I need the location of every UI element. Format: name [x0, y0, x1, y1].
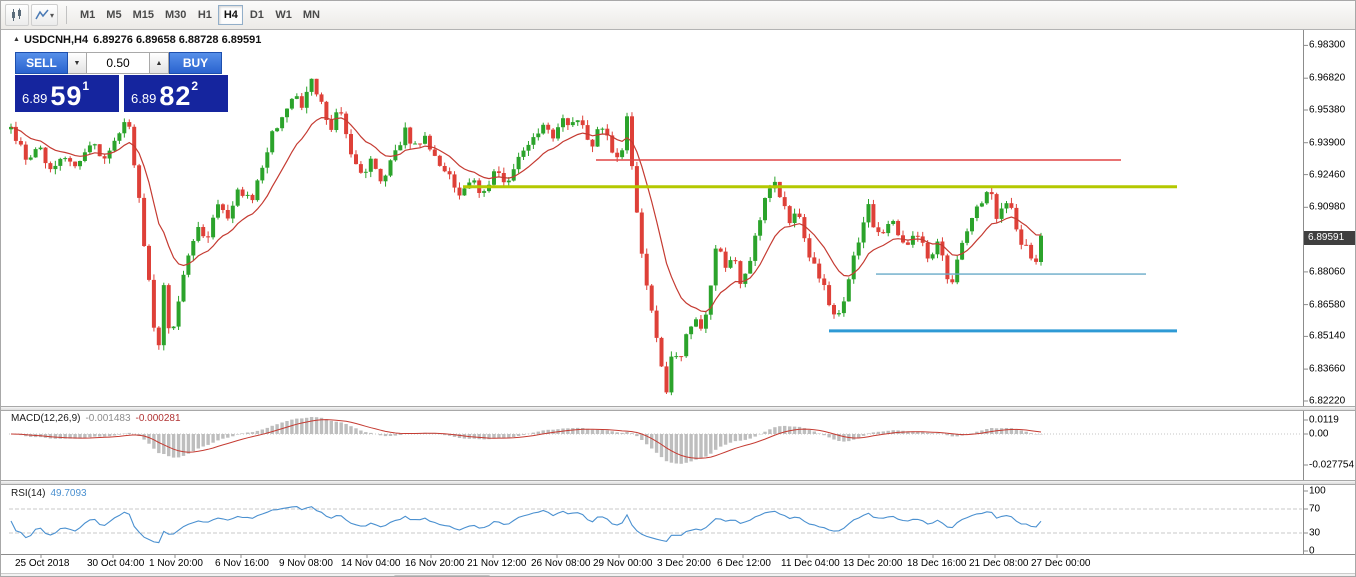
price-axis-label: 6.96820: [1309, 72, 1346, 84]
price-axis-label: 6.85140: [1309, 330, 1346, 342]
volume-decrease-button[interactable]: ▼: [68, 52, 87, 74]
price-axis-label: 6.93900: [1309, 137, 1346, 149]
time-axis-label: 18 Dec 16:00: [907, 558, 967, 569]
time-axis-label: 13 Dec 20:00: [843, 558, 903, 569]
down-arrow-icon: ▼: [73, 59, 81, 67]
price-axis-label: 6.90980: [1309, 201, 1346, 213]
current-price-badge: 6.89591: [1304, 231, 1355, 245]
rsi-pane-splitter[interactable]: [1, 480, 1355, 485]
time-axis-label: 9 Nov 08:00: [279, 558, 333, 569]
macd-name: MACD(12,26,9): [11, 413, 81, 424]
dropdown-arrow-icon: ▾: [50, 10, 55, 20]
timeframe-button-h1[interactable]: H1: [192, 5, 217, 25]
up-arrow-icon: ▲: [155, 59, 163, 67]
buy-price-base: 6.89: [131, 91, 157, 106]
price-axis-separator: [1303, 30, 1304, 554]
price-axis-label: 6.88060: [1309, 266, 1346, 278]
sell-price-pips: 59: [50, 81, 83, 111]
price-axis-label: 6.83660: [1309, 363, 1346, 375]
macd-axis-label: 0.0119: [1309, 414, 1339, 426]
macd-axis-label: -0.027754: [1309, 459, 1355, 471]
macd-plot-area[interactable]: [9, 411, 1303, 480]
time-axis-label: 21 Nov 12:00: [467, 558, 527, 569]
macd-axis-label: 0.00: [1309, 428, 1329, 440]
time-axis-label: 27 Dec 00:00: [1031, 558, 1091, 569]
one-click-trade-panel: SELL ▼ 0.50 ▲ BUY: [15, 52, 222, 74]
buy-button[interactable]: BUY: [169, 52, 222, 74]
price-axis-label: 6.95380: [1309, 104, 1346, 116]
price-axis-label: 6.82220: [1309, 395, 1346, 407]
toolbar-separator: [66, 6, 68, 24]
time-axis-label: 30 Oct 04:00: [87, 558, 145, 569]
chart-ohlc-values: 6.89276 6.89658 6.88728 6.89591: [93, 34, 262, 46]
rsi-label: RSI(14) 49.7093: [11, 488, 87, 499]
time-axis-label: 14 Nov 04:00: [341, 558, 401, 569]
time-axis-label: 6 Dec 12:00: [717, 558, 771, 569]
timeframe-button-h4[interactable]: H4: [218, 5, 244, 25]
sell-price-display[interactable]: 6.89 59 1: [15, 75, 119, 112]
volume-increase-button[interactable]: ▲: [150, 52, 169, 74]
time-axis-separator: [1, 554, 1355, 555]
scrollbar-thumb[interactable]: [394, 575, 490, 576]
sell-price-base: 6.89: [22, 91, 48, 106]
chart-symbol: USDCNH,H4: [23, 34, 89, 46]
chart-toolbar: ▾ M1 M5 M15 M30 H1 H4 D1 W1 MN: [1, 1, 1355, 30]
time-axis-label: 16 Nov 20:00: [405, 558, 465, 569]
rsi-axis-label: 100: [1309, 485, 1326, 497]
chart-tools-dropdown-button[interactable]: ▾: [31, 4, 59, 26]
buy-price-pips: 82: [159, 81, 192, 111]
macd-signal-value: -0.000281: [135, 413, 181, 424]
price-axis-label: 6.92460: [1309, 169, 1346, 181]
rsi-axis-label: 70: [1309, 503, 1321, 515]
time-axis-label: 29 Nov 00:00: [593, 558, 653, 569]
time-axis-label: 21 Dec 08:00: [969, 558, 1029, 569]
price-axis-label: 6.98300: [1309, 39, 1346, 51]
timeframe-button-d1[interactable]: D1: [244, 5, 269, 25]
timeframe-group: M1 M5 M15 M30 H1 H4 D1 W1 MN: [75, 5, 325, 25]
bottom-scrollbar: [1, 573, 1355, 576]
timeframe-button-m30[interactable]: M30: [160, 5, 191, 25]
timeframe-button-mn[interactable]: MN: [298, 5, 325, 25]
volume-input[interactable]: 0.50: [87, 52, 150, 74]
macd-label: MACD(12,26,9) -0.001483 -0.000281: [11, 413, 181, 424]
timeframe-button-m15[interactable]: M15: [128, 5, 159, 25]
time-axis-label: 6 Nov 16:00: [215, 558, 269, 569]
macd-main-value: -0.001483: [85, 413, 131, 424]
timeframe-button-m5[interactable]: M5: [101, 5, 126, 25]
time-axis-label: 3 Dec 20:00: [657, 558, 711, 569]
timeframe-button-w1[interactable]: W1: [270, 5, 297, 25]
buy-price-frac: 2: [191, 79, 199, 93]
rsi-plot-area[interactable]: [9, 485, 1303, 554]
sell-button[interactable]: SELL: [15, 52, 68, 74]
sell-price-frac: 1: [82, 79, 90, 93]
rsi-value: 49.7093: [50, 488, 87, 499]
time-axis-label: 25 Oct 2018: [15, 558, 70, 569]
timeframe-button-m1[interactable]: M1: [75, 5, 100, 25]
price-axis-label: 6.86580: [1309, 299, 1346, 311]
candlestick-chart-icon: [12, 8, 21, 21]
bid-ask-display: 6.89 59 1 6.89 82 2: [15, 75, 228, 112]
time-axis-label: 11 Dec 04:00: [781, 558, 840, 569]
buy-price-display[interactable]: 6.89 82 2: [124, 75, 228, 112]
chart-title: ▲ USDCNH,H4 6.89276 6.89658 6.88728 6.8959…: [13, 34, 261, 46]
rsi-name: RSI(14): [11, 488, 46, 499]
chart-type-button[interactable]: [5, 4, 29, 26]
rsi-axis-label: 30: [1309, 527, 1321, 539]
ohlc-marker-icon: ▲: [13, 36, 20, 43]
time-axis-label: 1 Nov 20:00: [149, 558, 203, 569]
time-axis-label: 26 Nov 08:00: [531, 558, 591, 569]
indicator-icon: [35, 9, 49, 20]
macd-pane-splitter[interactable]: [1, 406, 1355, 411]
